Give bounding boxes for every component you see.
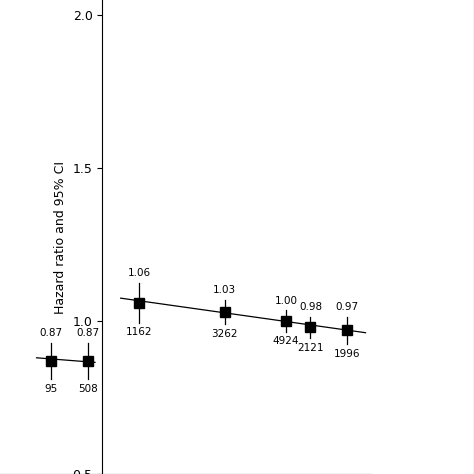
Text: 4924: 4924 [273,337,299,346]
Text: 1996: 1996 [334,348,360,359]
Text: 0.87: 0.87 [40,328,63,338]
Y-axis label: Hazard ratio and 95% CI: Hazard ratio and 95% CI [54,161,67,313]
Text: 0.97: 0.97 [336,302,359,312]
Text: 0.87: 0.87 [76,328,99,338]
Text: 1162: 1162 [126,327,152,337]
Text: 508: 508 [78,384,98,394]
Text: 1.00: 1.00 [274,296,298,306]
Text: 95: 95 [45,384,58,394]
Text: 1.03: 1.03 [213,285,237,295]
Text: 0.98: 0.98 [299,302,322,312]
Text: 2121: 2121 [297,343,324,353]
Text: 1.06: 1.06 [128,268,151,278]
Text: 3262: 3262 [211,329,238,339]
